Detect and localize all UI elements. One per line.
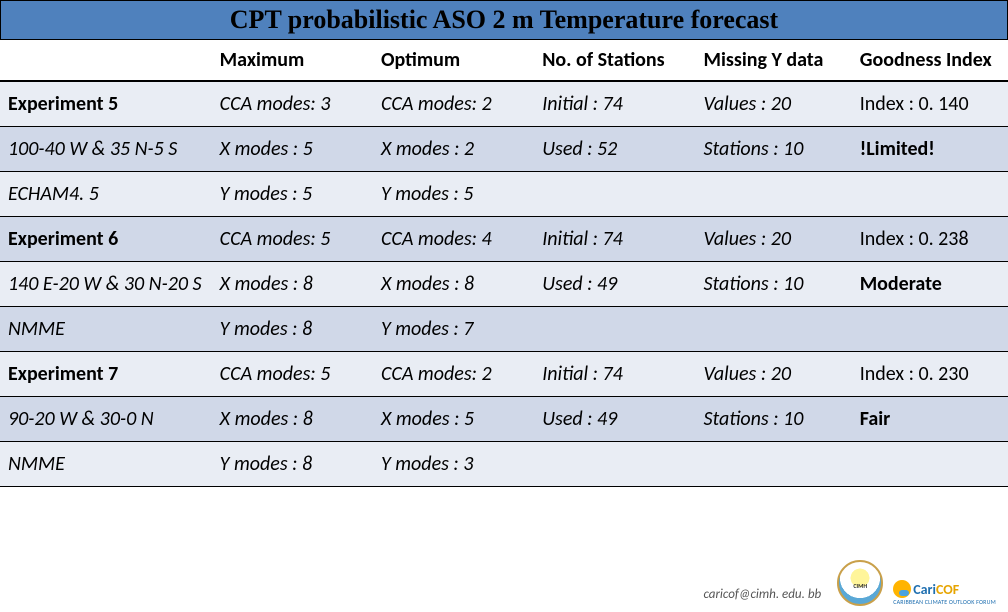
cell: !Limited! — [852, 127, 1008, 172]
table-row: ECHAM4. 5Y modes : 5Y modes : 5 — [0, 172, 1008, 217]
cell: X modes : 8 — [373, 262, 534, 307]
page-title: CPT probabilistic ASO 2 m Temperature fo… — [230, 5, 778, 34]
col-header — [0, 40, 212, 81]
row-label: 140 E-20 W & 30 N-20 S — [0, 262, 212, 307]
cell: CCA modes: 2 — [373, 352, 534, 397]
row-label: 100-40 W & 35 N-5 S — [0, 127, 212, 172]
footer-email: caricof@cimh. edu. bb — [703, 587, 821, 606]
table-row: 90-20 W & 30-0 NX modes : 8X modes : 5Us… — [0, 397, 1008, 442]
cell: CCA modes: 5 — [212, 352, 373, 397]
cell: Initial : 74 — [534, 81, 695, 127]
cell — [852, 307, 1008, 352]
col-header: No. of Stations — [534, 40, 695, 81]
caricof-logo: CariCOF CARIBBEAN CLIMATE OUTLOOK FORUM — [893, 580, 996, 606]
cell: Stations : 10 — [695, 127, 851, 172]
table-header-row: Maximum Optimum No. of Stations Missing … — [0, 40, 1008, 81]
cell: Fair — [852, 397, 1008, 442]
caricof-wordmark: CariCOF — [913, 581, 959, 598]
cell: Index : 0. 230 — [852, 352, 1008, 397]
row-label: 90-20 W & 30-0 N — [0, 397, 212, 442]
cell: Initial : 74 — [534, 217, 695, 262]
cell: Used : 49 — [534, 397, 695, 442]
table-row: Experiment 6CCA modes: 5CCA modes: 4Init… — [0, 217, 1008, 262]
cell: Values : 20 — [695, 217, 851, 262]
cell: Used : 52 — [534, 127, 695, 172]
cell: CCA modes: 3 — [212, 81, 373, 127]
cell — [852, 172, 1008, 217]
col-header: Missing Y data — [695, 40, 851, 81]
cell: Y modes : 5 — [212, 172, 373, 217]
col-header: Optimum — [373, 40, 534, 81]
cell: Initial : 74 — [534, 352, 695, 397]
cell: Stations : 10 — [695, 262, 851, 307]
cimh-logo: CIMH — [837, 560, 883, 606]
cell: Index : 0. 238 — [852, 217, 1008, 262]
cell: Stations : 10 — [695, 397, 851, 442]
cell: Y modes : 7 — [373, 307, 534, 352]
col-header: Goodness Index — [852, 40, 1008, 81]
cell: X modes : 2 — [373, 127, 534, 172]
caricof-cari: Cari — [913, 581, 936, 598]
forecast-table: Maximum Optimum No. of Stations Missing … — [0, 40, 1008, 487]
table-row: Experiment 7CCA modes: 5CCA modes: 2Init… — [0, 352, 1008, 397]
cell: CCA modes: 5 — [212, 217, 373, 262]
table-row: Experiment 5CCA modes: 3CCA modes: 2Init… — [0, 81, 1008, 127]
cell — [534, 307, 695, 352]
cell — [695, 307, 851, 352]
cell — [852, 442, 1008, 487]
cell: X modes : 8 — [212, 262, 373, 307]
cimh-badge-text: CIMH — [839, 582, 881, 590]
footer: caricof@cimh. edu. bb CIMH CariCOF CARIB… — [703, 560, 996, 606]
cimh-badge-icon: CIMH — [837, 560, 883, 606]
cell: Y modes : 5 — [373, 172, 534, 217]
cell: Values : 20 — [695, 81, 851, 127]
table-row: NMMEY modes : 8Y modes : 3 — [0, 442, 1008, 487]
cell: Values : 20 — [695, 352, 851, 397]
cell: Used : 49 — [534, 262, 695, 307]
cell — [534, 172, 695, 217]
cell — [534, 442, 695, 487]
row-label: NMME — [0, 442, 212, 487]
row-label: Experiment 5 — [0, 81, 212, 127]
cell: CCA modes: 2 — [373, 81, 534, 127]
row-label: Experiment 7 — [0, 352, 212, 397]
caricof-cof: COF — [936, 581, 959, 598]
caricof-subtitle: CARIBBEAN CLIMATE OUTLOOK FORUM — [893, 598, 996, 606]
cell: X modes : 5 — [212, 127, 373, 172]
cell: Y modes : 8 — [212, 442, 373, 487]
cell: Index : 0. 140 — [852, 81, 1008, 127]
table-row: 140 E-20 W & 30 N-20 SX modes : 8X modes… — [0, 262, 1008, 307]
table-row: NMMEY modes : 8Y modes : 7 — [0, 307, 1008, 352]
cell: Moderate — [852, 262, 1008, 307]
caricof-sun-icon — [893, 580, 911, 598]
title-bar: CPT probabilistic ASO 2 m Temperature fo… — [0, 0, 1008, 40]
cell: CCA modes: 4 — [373, 217, 534, 262]
row-label: ECHAM4. 5 — [0, 172, 212, 217]
col-header: Maximum — [212, 40, 373, 81]
cell — [695, 172, 851, 217]
cell: Y modes : 8 — [212, 307, 373, 352]
cell — [695, 442, 851, 487]
cell: X modes : 8 — [212, 397, 373, 442]
row-label: NMME — [0, 307, 212, 352]
cell: Y modes : 3 — [373, 442, 534, 487]
row-label: Experiment 6 — [0, 217, 212, 262]
table-row: 100-40 W & 35 N-5 SX modes : 5X modes : … — [0, 127, 1008, 172]
cell: X modes : 5 — [373, 397, 534, 442]
